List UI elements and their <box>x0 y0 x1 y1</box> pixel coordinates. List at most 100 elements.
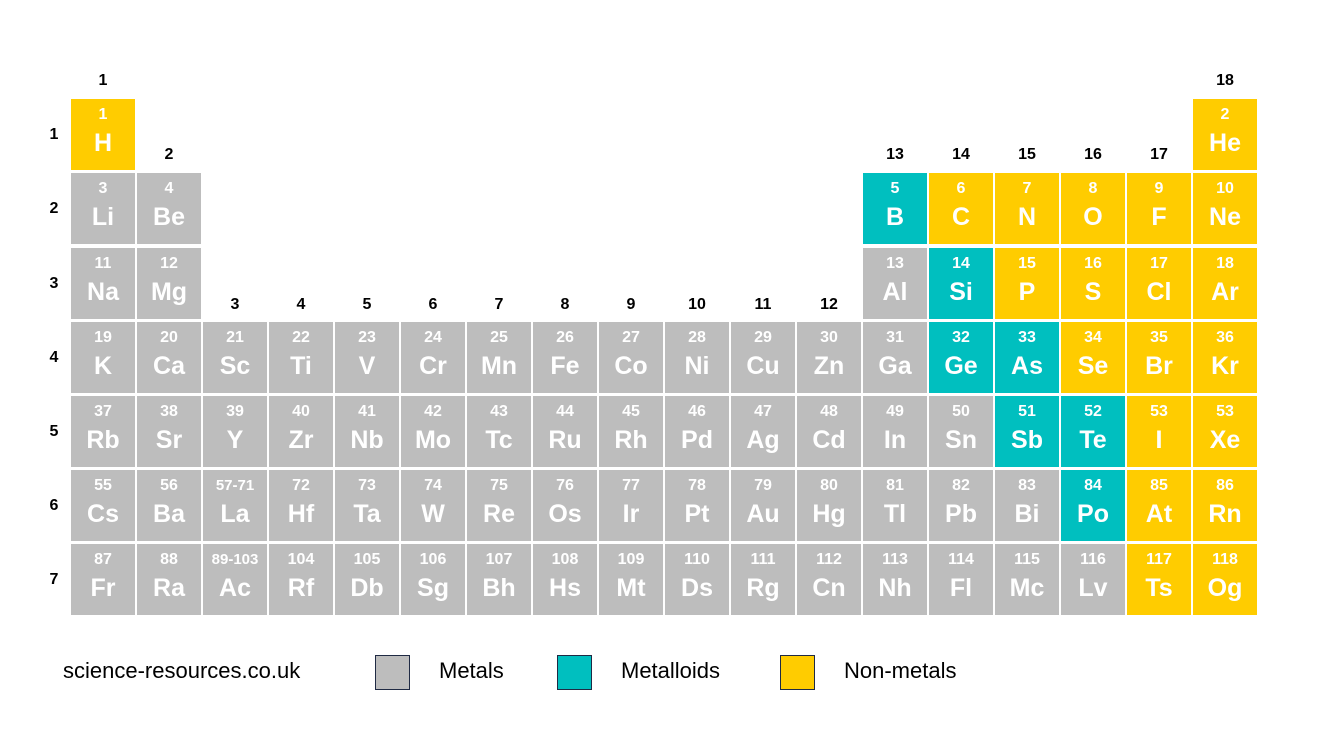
element-symbol: Db <box>350 574 384 602</box>
atomic-number: 29 <box>754 329 772 346</box>
group-label-16: 16 <box>1084 146 1102 163</box>
atomic-number: 111 <box>750 551 776 568</box>
element-cell-nb: 41 Nb <box>335 396 399 467</box>
atomic-number: 25 <box>490 329 508 346</box>
element-cell-ba: 56 Ba <box>137 470 201 541</box>
element-symbol: Tl <box>883 500 907 528</box>
element-cell-pt: 78 Pt <box>665 470 729 541</box>
atomic-number: 80 <box>820 477 838 494</box>
atomic-number: 38 <box>160 403 178 420</box>
element-cell-mn: 25 Mn <box>467 322 531 393</box>
atomic-number: 5 <box>890 180 900 197</box>
element-symbol: Na <box>87 278 119 306</box>
atomic-number: 52 <box>1084 403 1102 420</box>
element-symbol: Cn <box>812 574 846 602</box>
atomic-number: 57-71 <box>215 477 255 494</box>
atomic-number: 76 <box>556 477 574 494</box>
element-symbol: Rn <box>1208 500 1242 528</box>
atomic-number: 112 <box>816 551 842 568</box>
atomic-number: 46 <box>688 403 706 420</box>
element-symbol: Pt <box>684 500 710 528</box>
atomic-number: 14 <box>952 255 970 272</box>
element-symbol: Re <box>483 500 515 528</box>
element-symbol: Rf <box>287 574 315 602</box>
element-cell-mt: 109 Mt <box>599 544 663 615</box>
atomic-number: 45 <box>622 403 640 420</box>
element-cell-bh: 107 Bh <box>467 544 531 615</box>
element-symbol: V <box>358 352 376 380</box>
element-symbol: I <box>1155 426 1163 454</box>
element-cell-xe: 53 Xe <box>1193 396 1257 467</box>
element-symbol: Ga <box>878 352 912 380</box>
element-symbol: Cd <box>812 426 846 454</box>
element-symbol: Lv <box>1078 574 1108 602</box>
atomic-number: 118 <box>1212 551 1238 568</box>
element-symbol: Ds <box>681 574 713 602</box>
element-symbol: Sc <box>219 352 251 380</box>
source-text: science-resources.co.uk <box>63 658 301 683</box>
atomic-number: 30 <box>820 329 838 346</box>
element-cell-zr: 40 Zr <box>269 396 333 467</box>
element-cell-v: 23 V <box>335 322 399 393</box>
atomic-number: 74 <box>424 477 442 494</box>
element-cell-fr: 87 Fr <box>71 544 135 615</box>
atomic-number: 42 <box>424 403 442 420</box>
atomic-number: 85 <box>1150 477 1168 494</box>
atomic-number: 79 <box>754 477 772 494</box>
element-symbol: Bi <box>1014 500 1040 528</box>
element-symbol: Po <box>1077 500 1109 528</box>
atomic-number: 48 <box>820 403 838 420</box>
element-cell-at: 85 At <box>1127 470 1191 541</box>
group-label-3: 3 <box>230 296 240 313</box>
group-label-18: 18 <box>1216 72 1234 89</box>
atomic-number: 41 <box>358 403 376 420</box>
element-cell-w: 74 W <box>401 470 465 541</box>
element-symbol: Co <box>614 352 648 380</box>
element-cell-se: 34 Se <box>1061 322 1125 393</box>
element-symbol: Ta <box>353 500 381 528</box>
atomic-number: 18 <box>1216 255 1234 272</box>
element-symbol: Nb <box>350 426 384 454</box>
element-cell-al: 13 Al <box>863 248 927 319</box>
element-symbol: Al <box>882 278 908 306</box>
atomic-number: 34 <box>1084 329 1102 346</box>
element-symbol: O <box>1083 203 1103 231</box>
element-symbol: Mt <box>616 574 646 602</box>
legend-label-non-metals: Non-metals <box>844 658 957 683</box>
element-symbol: Cu <box>746 352 780 380</box>
element-symbol: Cs <box>87 500 119 528</box>
element-cell-ti: 22 Ti <box>269 322 333 393</box>
group-label-17: 17 <box>1150 146 1168 163</box>
atomic-number: 83 <box>1018 477 1036 494</box>
element-cell-rh: 45 Rh <box>599 396 663 467</box>
element-symbol: He <box>1209 129 1241 157</box>
element-symbol: Zn <box>813 352 845 380</box>
period-label-4: 4 <box>49 349 59 366</box>
element-cell-zn: 30 Zn <box>797 322 861 393</box>
atomic-number: 53 <box>1150 403 1168 420</box>
element-symbol: Zr <box>288 426 314 454</box>
element-cell-rb: 37 Rb <box>71 396 135 467</box>
element-symbol: Sr <box>155 426 183 454</box>
element-cell-he: 2 He <box>1193 99 1257 170</box>
atomic-number: 13 <box>886 255 904 272</box>
element-cell-na: 11 Na <box>71 248 135 319</box>
element-cell-ru: 44 Ru <box>533 396 597 467</box>
element-cell-ge: 32 Ge <box>929 322 993 393</box>
group-label-15: 15 <box>1018 146 1036 163</box>
period-label-5: 5 <box>49 423 59 440</box>
element-symbol: Sb <box>1011 426 1043 454</box>
element-cell-rf: 104 Rf <box>269 544 333 615</box>
element-symbol: Au <box>746 500 780 528</box>
element-symbol: Ts <box>1145 574 1173 602</box>
element-cell-mg: 12 Mg <box>137 248 201 319</box>
atomic-number: 27 <box>622 329 640 346</box>
element-cell-si: 14 Si <box>929 248 993 319</box>
atomic-number: 115 <box>1014 551 1040 568</box>
atomic-number: 49 <box>886 403 904 420</box>
element-symbol: P <box>1018 278 1036 306</box>
element-cell-cs: 55 Cs <box>71 470 135 541</box>
element-symbol: In <box>883 426 907 454</box>
